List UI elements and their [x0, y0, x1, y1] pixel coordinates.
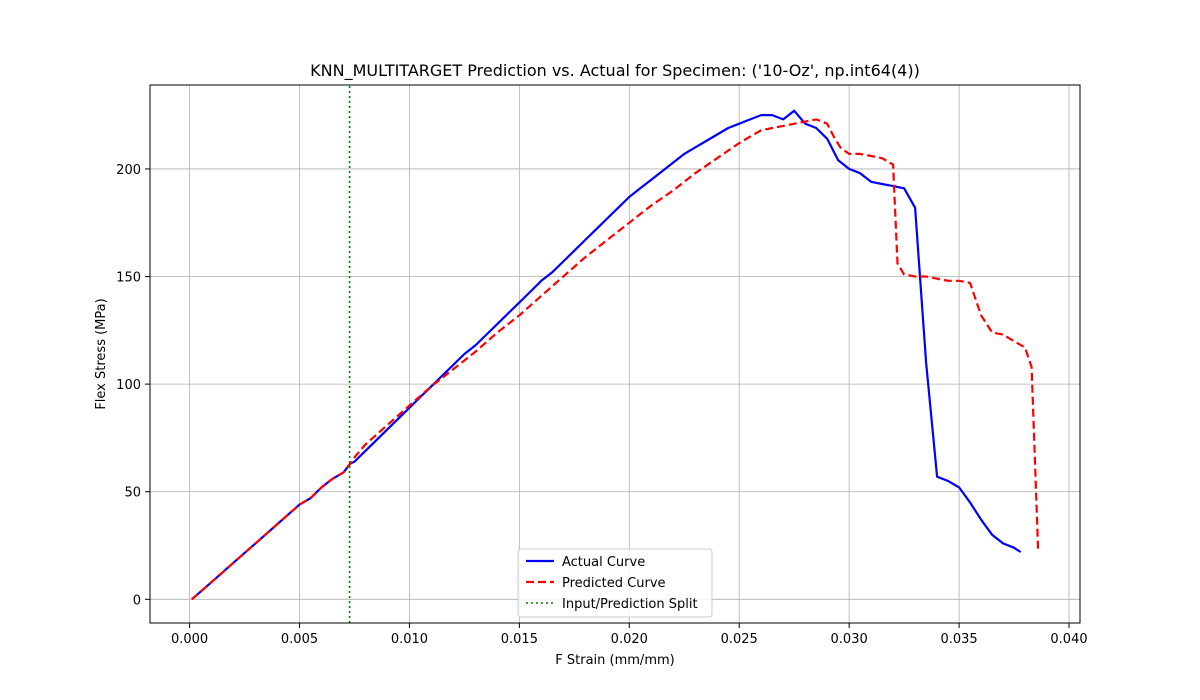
y-axis-label: Flex Stress (MPa) — [94, 298, 109, 409]
x-tick-label: 0.020 — [611, 632, 648, 647]
x-axis-label: F Strain (mm/mm) — [555, 653, 674, 668]
y-tick-label: 50 — [124, 486, 141, 501]
x-tick-label: 0.010 — [391, 632, 428, 647]
plot-frame — [149, 84, 1081, 624]
x-tick-label: 0.015 — [501, 632, 538, 647]
series-line-predicted-curve — [191, 118, 1040, 601]
x-tick-label: 0.005 — [281, 632, 318, 647]
y-tick-label: 0 — [133, 593, 141, 608]
x-tick-label: 0.000 — [171, 632, 208, 647]
x-tick-label: 0.035 — [940, 632, 977, 647]
y-tick-label: 200 — [116, 163, 141, 178]
x-tick-label: 0.040 — [1050, 632, 1087, 647]
legend-label: Input/Prediction Split — [562, 597, 698, 612]
chart-title: KNN_MULTITARGET Prediction vs. Actual fo… — [310, 61, 920, 81]
x-tick-label: 0.030 — [831, 632, 868, 647]
legend-label: Predicted Curve — [562, 576, 666, 591]
y-tick-label: 100 — [116, 378, 141, 393]
legend-box — [517, 548, 713, 618]
x-tick-label: 0.025 — [721, 632, 758, 647]
legend-label: Actual Curve — [562, 555, 645, 570]
chart-legend: Actual Curve Predicted Curve Input/Predict… — [517, 548, 713, 618]
y-tick-label: 150 — [116, 271, 141, 286]
